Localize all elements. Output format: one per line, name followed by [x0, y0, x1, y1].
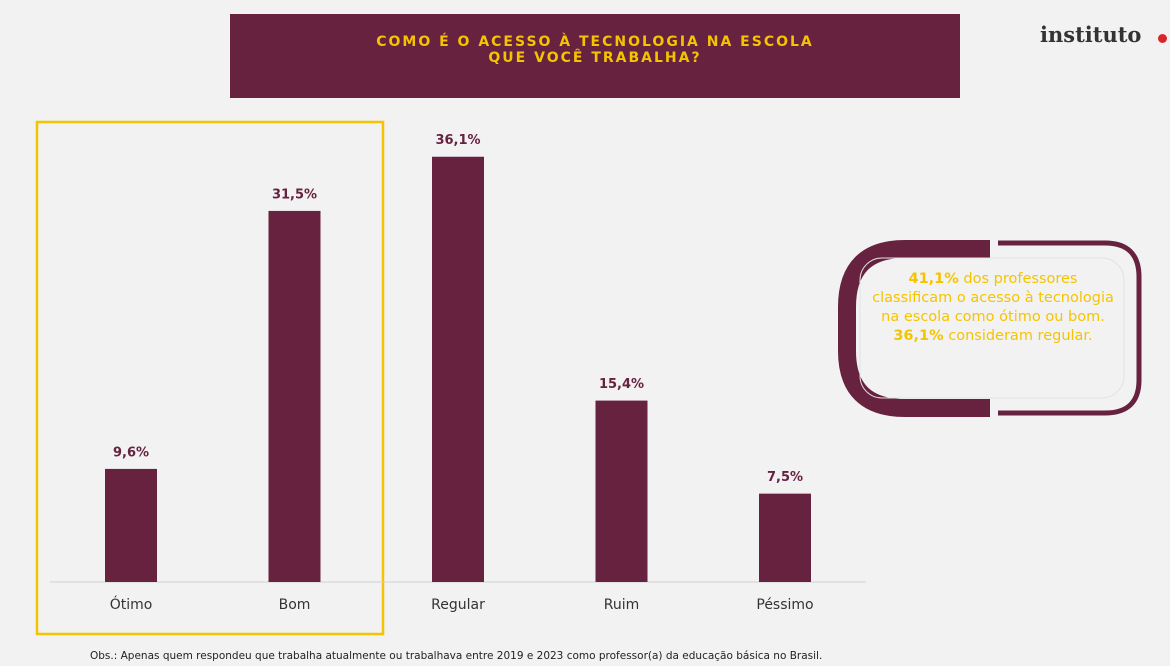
callout-text: consideram regular.: [943, 328, 1093, 344]
bars: 9,6% Ótimo 31,5% Bom 36,1% Regular 15,4% Ruim 7,…: [105, 133, 814, 613]
callout-bracket: [998, 240, 1142, 416]
callout-bracket: [838, 240, 990, 417]
footnote: Obs.: Apenas quem respondeu que trabalha…: [90, 650, 823, 662]
value-label: 15,4%: [599, 377, 644, 392]
callout-highlight: 36,1%: [893, 328, 944, 344]
value-label: 7,5%: [767, 470, 803, 485]
callout-text: dos professores classificam o acesso à t…: [872, 271, 1114, 325]
title: COMO É O ACESSO À TECNOLOGIA NA ESCOLA Q…: [230, 14, 960, 98]
value-label: 31,5%: [272, 187, 317, 202]
bar: [595, 400, 648, 582]
value-label: 36,1%: [435, 133, 480, 148]
callout: 41,1% dos professores classificam o aces…: [868, 270, 1118, 346]
x-tick-label: Ótimo: [110, 595, 153, 613]
bar: [759, 493, 811, 582]
bar: [432, 156, 484, 582]
callout-box: [859, 257, 1125, 399]
x-tick-label: Péssimo: [756, 597, 813, 613]
bar: [268, 210, 321, 582]
x-tick-label: Regular: [431, 597, 485, 613]
logo: instituto: [1040, 22, 1142, 47]
x-tick-label: Bom: [279, 597, 311, 613]
highlight-box: [35, 120, 385, 636]
x-tick-label: Ruim: [604, 597, 640, 613]
logo-icon: [1158, 34, 1167, 43]
bar: [105, 468, 157, 582]
value-label: 9,6%: [113, 445, 149, 460]
callout-highlight: 41,1%: [908, 271, 959, 287]
